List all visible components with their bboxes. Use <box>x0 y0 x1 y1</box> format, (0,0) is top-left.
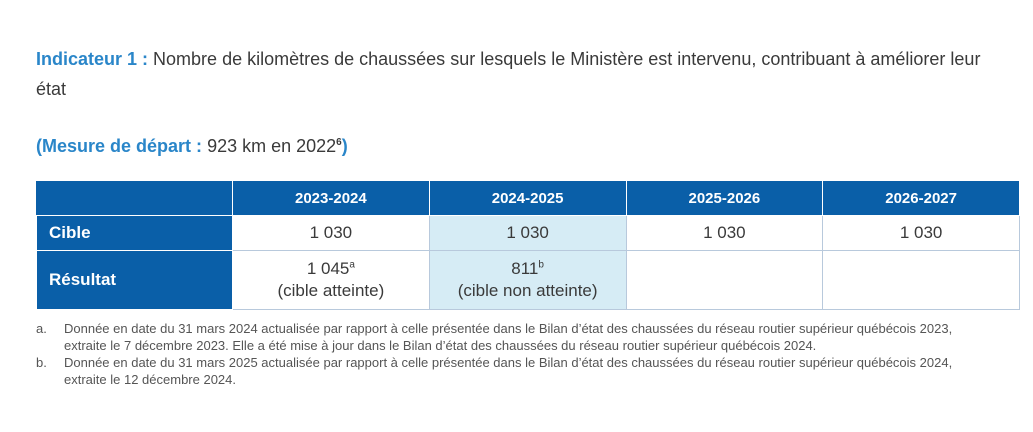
baseline-value: 923 km en 2022 <box>207 136 337 156</box>
results-table: 2023-2024 2024-2025 2025-2026 2026-2027 … <box>36 180 1020 310</box>
result-row: Résultat 1 045a (cible atteinte) 811b (c… <box>36 250 1020 310</box>
row-header-result: Résultat <box>36 250 233 310</box>
result-cell-empty <box>625 250 824 310</box>
result-cell-empty <box>822 250 1020 310</box>
result-value: 1 045 <box>306 259 350 278</box>
column-header: 2026-2027 <box>822 180 1020 216</box>
result-status: (cible atteinte) <box>277 281 385 300</box>
indicator-text: Nombre de kilomètres de chaussées sur le… <box>36 49 981 99</box>
baseline-measure: (Mesure de départ : 923 km en 20226) <box>36 130 348 159</box>
row-header-target: Cible <box>36 215 233 251</box>
footnote-text: Donnée en date du 31 mars 2024 actualisé… <box>64 321 953 353</box>
table-header-row: 2023-2024 2024-2025 2025-2026 2026-2027 <box>36 180 1020 216</box>
footnote-item: b. Donnée en date du 31 mars 2025 actual… <box>36 354 976 388</box>
result-cell: 811b (cible non atteinte) <box>428 250 627 310</box>
result-value: 811 <box>511 259 539 278</box>
result-cell: 1 045a (cible atteinte) <box>232 250 430 310</box>
result-status: (cible non atteinte) <box>457 281 598 300</box>
column-header: 2025-2026 <box>625 180 824 216</box>
table-corner-cell <box>36 180 233 216</box>
result-note-ref: b <box>538 259 544 271</box>
target-cell: 1 030 <box>822 215 1020 251</box>
target-cell: 1 030 <box>232 215 430 251</box>
target-row: Cible 1 030 1 030 1 030 1 030 <box>36 215 1020 251</box>
baseline-footnote-ref: 6 <box>336 137 342 148</box>
target-cell: 1 030 <box>428 215 627 251</box>
result-note-ref: a <box>349 259 355 271</box>
footnote-item: a. Donnée en date du 31 mars 2024 actual… <box>36 320 976 354</box>
column-header: 2024-2025 <box>428 180 627 216</box>
footnote-text: Donnée en date du 31 mars 2025 actualisé… <box>64 355 953 387</box>
indicator-label: Indicateur 1 : <box>36 49 149 69</box>
baseline-close-paren: ) <box>341 136 348 156</box>
footnote-label: b. <box>36 355 47 370</box>
baseline-label: (Mesure de départ : <box>36 136 203 156</box>
footnotes: a. Donnée en date du 31 mars 2024 actual… <box>36 320 976 388</box>
column-header: 2023-2024 <box>232 180 430 216</box>
indicator-heading: Indicateur 1 : Nombre de kilomètres de c… <box>36 44 996 104</box>
footnote-label: a. <box>36 321 47 336</box>
target-cell: 1 030 <box>625 215 824 251</box>
